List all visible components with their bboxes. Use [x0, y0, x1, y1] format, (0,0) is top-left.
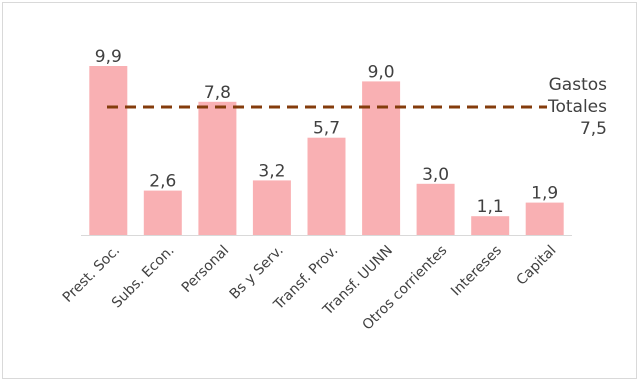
category-label-7: Intereses	[448, 243, 505, 300]
value-label-4: 5,7	[313, 119, 340, 139]
value-label-7: 1,1	[477, 197, 504, 217]
value-labels-group: 9,9 2,6 7,8 3,2 5,7 9,0 3,0 1,1 1,9	[95, 47, 558, 217]
bar-5	[362, 81, 401, 236]
reference-label-line-2: 7,5	[580, 119, 607, 139]
bar-3	[252, 180, 291, 235]
value-label-8: 1,9	[531, 184, 558, 204]
bar-2	[198, 101, 237, 235]
reference-label-line-0: Gastos	[549, 75, 608, 95]
bar-1	[143, 190, 182, 235]
bar-7	[471, 216, 510, 235]
value-label-2: 7,8	[204, 83, 231, 103]
bar-6	[416, 183, 455, 235]
reference-label-line-1: Totales	[547, 97, 607, 117]
value-label-0: 9,9	[95, 47, 122, 67]
bar-8	[525, 202, 564, 235]
value-label-3: 3,2	[258, 161, 285, 181]
value-label-5: 9,0	[368, 62, 395, 82]
category-label-2: Personal	[179, 243, 232, 296]
value-label-6: 3,0	[422, 165, 449, 185]
bar-0	[89, 66, 128, 235]
bar-4	[307, 137, 346, 235]
bars-group	[89, 66, 564, 236]
category-label-8: Capital	[514, 243, 560, 289]
value-label-1: 2,6	[149, 172, 176, 192]
